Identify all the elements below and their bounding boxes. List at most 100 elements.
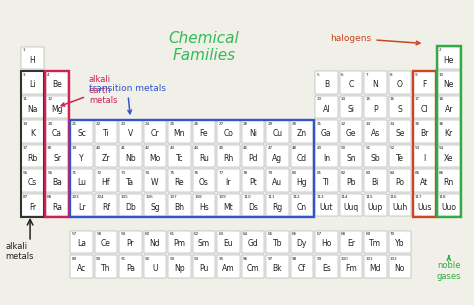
Text: Bk: Bk [273, 264, 282, 273]
Text: 60: 60 [145, 232, 150, 236]
Bar [364, 96, 387, 118]
Bar [364, 145, 387, 167]
Text: Cf: Cf [298, 264, 306, 273]
Text: K: K [30, 129, 35, 138]
Text: 69: 69 [365, 232, 371, 236]
Text: 58: 58 [96, 232, 101, 236]
Bar [389, 96, 411, 118]
Text: Rg: Rg [272, 203, 283, 212]
Text: Ta: Ta [127, 178, 135, 187]
Text: 35: 35 [415, 122, 420, 126]
Bar [291, 194, 313, 217]
Text: Ca: Ca [52, 129, 62, 138]
Bar [46, 169, 68, 192]
Text: Md: Md [370, 264, 381, 273]
Bar [438, 145, 460, 167]
Text: 15: 15 [365, 97, 371, 101]
Text: 115: 115 [365, 196, 373, 199]
Bar [168, 120, 191, 143]
Bar [119, 145, 142, 167]
Text: 43: 43 [170, 146, 175, 150]
Text: Nb: Nb [125, 154, 136, 163]
Text: Tb: Tb [273, 239, 282, 248]
Bar [389, 255, 411, 278]
Text: Re: Re [174, 178, 184, 187]
Text: Lu: Lu [77, 178, 86, 187]
Bar [119, 120, 142, 143]
Bar [192, 120, 215, 143]
Bar [266, 145, 289, 167]
Text: alkali
earth
metals: alkali earth metals [61, 75, 118, 106]
Bar [315, 255, 337, 278]
Text: Ge: Ge [346, 129, 356, 138]
Text: 106: 106 [145, 196, 153, 199]
Text: Sc: Sc [77, 129, 86, 138]
Text: 68: 68 [341, 232, 346, 236]
Text: 95: 95 [219, 257, 224, 260]
Text: Sg: Sg [150, 203, 160, 212]
Text: S: S [398, 105, 402, 114]
Text: La: La [77, 239, 86, 248]
Bar [339, 255, 362, 278]
Bar [413, 145, 436, 167]
Bar [389, 194, 411, 217]
Text: 62: 62 [194, 232, 200, 236]
Text: 22: 22 [96, 122, 101, 126]
Text: Si: Si [347, 105, 355, 114]
Text: W: W [151, 178, 159, 187]
Bar [217, 231, 240, 253]
Bar [192, 255, 215, 278]
Text: I: I [423, 154, 426, 163]
Text: noble
gases: noble gases [437, 256, 461, 281]
Text: Hg: Hg [297, 178, 307, 187]
Text: Cn: Cn [297, 203, 307, 212]
Bar [21, 120, 44, 143]
Text: 48: 48 [292, 146, 297, 150]
Bar [242, 255, 264, 278]
Text: Kr: Kr [445, 129, 453, 138]
Bar [242, 194, 264, 217]
Bar [46, 194, 68, 217]
Text: Fr: Fr [29, 203, 36, 212]
Text: Ne: Ne [444, 80, 454, 89]
Bar [95, 194, 117, 217]
Bar [217, 145, 240, 167]
Text: Ni: Ni [249, 129, 257, 138]
Bar [70, 169, 93, 192]
Text: Fm: Fm [345, 264, 357, 273]
Text: 50: 50 [341, 146, 346, 150]
Text: Te: Te [396, 154, 404, 163]
Bar [438, 71, 460, 94]
Bar [315, 71, 337, 94]
Text: 78: 78 [243, 171, 248, 175]
Text: 114: 114 [341, 196, 348, 199]
Bar [192, 169, 215, 192]
Bar [119, 231, 142, 253]
Bar [217, 120, 240, 143]
Bar [95, 169, 117, 192]
Text: Y: Y [79, 154, 84, 163]
Text: 113: 113 [317, 196, 324, 199]
Bar [291, 169, 313, 192]
Text: 4: 4 [47, 73, 50, 77]
Text: 99: 99 [317, 257, 322, 260]
Bar [46, 96, 68, 118]
Bar [242, 120, 264, 143]
Text: 71: 71 [72, 171, 77, 175]
Bar [95, 120, 117, 143]
Text: Ar: Ar [445, 105, 453, 114]
Text: Eu: Eu [224, 239, 233, 248]
Text: 102: 102 [390, 257, 398, 260]
Text: 82: 82 [341, 171, 346, 175]
Text: Tl: Tl [323, 178, 330, 187]
Bar [364, 194, 387, 217]
Text: Bi: Bi [372, 178, 379, 187]
Text: 13: 13 [317, 97, 322, 101]
Text: He: He [444, 56, 454, 65]
Bar [315, 194, 337, 217]
Text: 20: 20 [47, 122, 53, 126]
Bar [242, 169, 264, 192]
Bar [291, 120, 313, 143]
Text: Chemical: Chemical [169, 31, 239, 46]
Text: V: V [128, 129, 133, 138]
